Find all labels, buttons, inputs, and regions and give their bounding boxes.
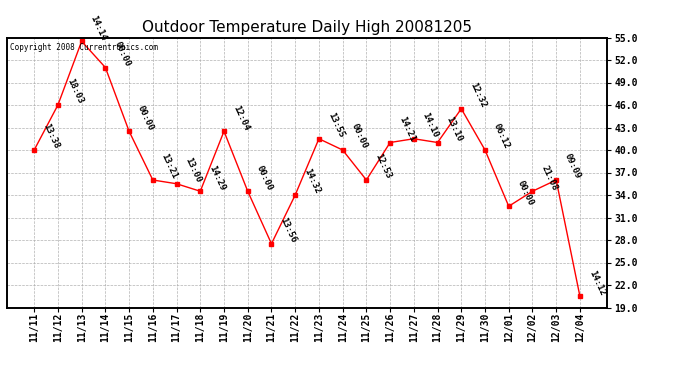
Text: 14:29: 14:29 (207, 164, 227, 192)
Text: 00:00: 00:00 (255, 164, 274, 192)
Text: 14:21: 14:21 (397, 115, 417, 143)
Text: 14:10: 14:10 (421, 111, 440, 140)
Text: 13:56: 13:56 (278, 216, 298, 244)
Text: 21:08: 21:08 (540, 164, 559, 192)
Text: 12:53: 12:53 (373, 153, 393, 181)
Text: 13:38: 13:38 (41, 123, 61, 151)
Text: 13:21: 13:21 (160, 153, 179, 181)
Text: 13:55: 13:55 (326, 111, 346, 140)
Text: 00:00: 00:00 (136, 104, 155, 132)
Text: 00:00: 00:00 (515, 179, 535, 207)
Text: 12:32: 12:32 (469, 81, 488, 110)
Text: 14:32: 14:32 (302, 168, 322, 196)
Text: 13:00: 13:00 (184, 156, 203, 184)
Text: 14:12: 14:12 (587, 269, 607, 297)
Text: 06:12: 06:12 (492, 123, 511, 151)
Text: 12:04: 12:04 (231, 104, 250, 132)
Text: 09:09: 09:09 (563, 153, 582, 181)
Title: Outdoor Temperature Daily High 20081205: Outdoor Temperature Daily High 20081205 (142, 20, 472, 35)
Text: 00:00: 00:00 (350, 123, 369, 151)
Text: 00:00: 00:00 (112, 40, 132, 68)
Text: Copyright 2008 Currentronics.com: Copyright 2008 Currentronics.com (10, 43, 158, 52)
Text: 18:03: 18:03 (65, 78, 84, 106)
Text: 13:10: 13:10 (444, 115, 464, 143)
Text: 14:14: 14:14 (88, 14, 108, 42)
